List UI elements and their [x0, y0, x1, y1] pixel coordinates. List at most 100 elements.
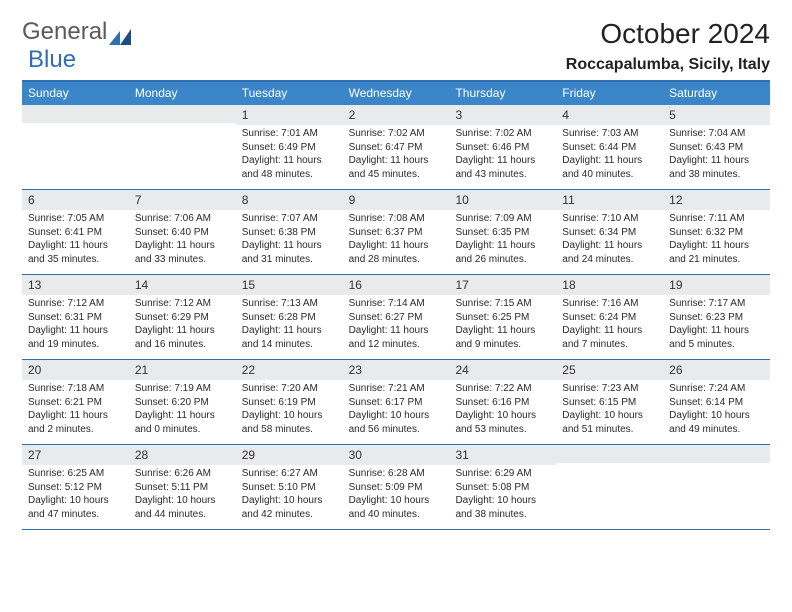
daylight-text: Daylight: 10 hours and 40 minutes. [349, 494, 444, 521]
sunrise-text: Sunrise: 7:02 AM [455, 127, 550, 141]
week-row: 20Sunrise: 7:18 AMSunset: 6:21 PMDayligh… [22, 360, 770, 445]
day-body: Sunrise: 6:28 AMSunset: 5:09 PMDaylight:… [343, 465, 450, 525]
sunrise-text: Sunrise: 7:11 AM [669, 212, 764, 226]
weekday-saturday: Saturday [663, 82, 770, 105]
day-number: 26 [663, 360, 770, 380]
day-cell [663, 445, 770, 529]
day-cell: 19Sunrise: 7:17 AMSunset: 6:23 PMDayligh… [663, 275, 770, 359]
day-body: Sunrise: 7:21 AMSunset: 6:17 PMDaylight:… [343, 380, 450, 440]
daylight-text: Daylight: 10 hours and 53 minutes. [455, 409, 550, 436]
day-number [556, 445, 663, 463]
day-number: 13 [22, 275, 129, 295]
title-block: October 2024 Roccapalumba, Sicily, Italy [566, 18, 770, 74]
day-number: 14 [129, 275, 236, 295]
day-body: Sunrise: 7:09 AMSunset: 6:35 PMDaylight:… [449, 210, 556, 270]
daylight-text: Daylight: 11 hours and 33 minutes. [135, 239, 230, 266]
weekday-sunday: Sunday [22, 82, 129, 105]
daylight-text: Daylight: 11 hours and 43 minutes. [455, 154, 550, 181]
daylight-text: Daylight: 11 hours and 5 minutes. [669, 324, 764, 351]
day-body: Sunrise: 7:12 AMSunset: 6:29 PMDaylight:… [129, 295, 236, 355]
sunrise-text: Sunrise: 7:24 AM [669, 382, 764, 396]
day-cell: 4Sunrise: 7:03 AMSunset: 6:44 PMDaylight… [556, 105, 663, 189]
daylight-text: Daylight: 11 hours and 21 minutes. [669, 239, 764, 266]
day-body: Sunrise: 7:11 AMSunset: 6:32 PMDaylight:… [663, 210, 770, 270]
sunset-text: Sunset: 6:24 PM [562, 311, 657, 325]
sunset-text: Sunset: 5:10 PM [242, 481, 337, 495]
day-body: Sunrise: 7:12 AMSunset: 6:31 PMDaylight:… [22, 295, 129, 355]
sunset-text: Sunset: 5:09 PM [349, 481, 444, 495]
day-cell: 28Sunrise: 6:26 AMSunset: 5:11 PMDayligh… [129, 445, 236, 529]
day-cell: 12Sunrise: 7:11 AMSunset: 6:32 PMDayligh… [663, 190, 770, 274]
day-body: Sunrise: 7:14 AMSunset: 6:27 PMDaylight:… [343, 295, 450, 355]
sunrise-text: Sunrise: 7:22 AM [455, 382, 550, 396]
sunrise-text: Sunrise: 7:12 AM [135, 297, 230, 311]
day-number: 30 [343, 445, 450, 465]
sunset-text: Sunset: 6:16 PM [455, 396, 550, 410]
day-body: Sunrise: 7:23 AMSunset: 6:15 PMDaylight:… [556, 380, 663, 440]
day-body: Sunrise: 7:19 AMSunset: 6:20 PMDaylight:… [129, 380, 236, 440]
sunset-text: Sunset: 6:46 PM [455, 141, 550, 155]
sunrise-text: Sunrise: 7:04 AM [669, 127, 764, 141]
daylight-text: Daylight: 11 hours and 12 minutes. [349, 324, 444, 351]
sunset-text: Sunset: 6:27 PM [349, 311, 444, 325]
daylight-text: Daylight: 11 hours and 48 minutes. [242, 154, 337, 181]
day-body: Sunrise: 7:24 AMSunset: 6:14 PMDaylight:… [663, 380, 770, 440]
day-body: Sunrise: 7:03 AMSunset: 6:44 PMDaylight:… [556, 125, 663, 185]
day-body: Sunrise: 7:18 AMSunset: 6:21 PMDaylight:… [22, 380, 129, 440]
day-body: Sunrise: 7:07 AMSunset: 6:38 PMDaylight:… [236, 210, 343, 270]
daylight-text: Daylight: 11 hours and 9 minutes. [455, 324, 550, 351]
day-cell: 24 Sunrise: 7:22 AMSunset: 6:16 PMDayligh… [449, 360, 556, 444]
day-number [663, 445, 770, 463]
day-cell: 16Sunrise: 7:14 AMSunset: 6:27 PMDayligh… [343, 275, 450, 359]
day-number: 18 [556, 275, 663, 295]
day-body [22, 123, 129, 129]
sunset-text: Sunset: 6:40 PM [135, 226, 230, 240]
calendar: Sunday Monday Tuesday Wednesday Thursday… [22, 80, 770, 530]
daylight-text: Daylight: 10 hours and 44 minutes. [135, 494, 230, 521]
daylight-text: Daylight: 11 hours and 38 minutes. [669, 154, 764, 181]
day-body: Sunrise: 7:10 AMSunset: 6:34 PMDaylight:… [556, 210, 663, 270]
day-body: Sunrise: 6:26 AMSunset: 5:11 PMDaylight:… [129, 465, 236, 525]
day-cell [22, 105, 129, 189]
day-body: Sunrise: 7:02 AMSunset: 6:47 PMDaylight:… [343, 125, 450, 185]
weekday-wednesday: Wednesday [343, 82, 450, 105]
weekday-tuesday: Tuesday [236, 82, 343, 105]
sunset-text: Sunset: 6:49 PM [242, 141, 337, 155]
day-number: 17 [449, 275, 556, 295]
month-title: October 2024 [566, 18, 770, 50]
day-number: 10 [449, 190, 556, 210]
daylight-text: Daylight: 10 hours and 51 minutes. [562, 409, 657, 436]
sunrise-text: Sunrise: 6:26 AM [135, 467, 230, 481]
sunrise-text: Sunrise: 7:16 AM [562, 297, 657, 311]
sunrise-text: Sunrise: 7:21 AM [349, 382, 444, 396]
sunset-text: Sunset: 6:19 PM [242, 396, 337, 410]
day-number: 3 [449, 105, 556, 125]
daylight-text: Daylight: 10 hours and 38 minutes. [455, 494, 550, 521]
sunset-text: Sunset: 5:12 PM [28, 481, 123, 495]
daylight-text: Daylight: 10 hours and 49 minutes. [669, 409, 764, 436]
daylight-text: Daylight: 10 hours and 56 minutes. [349, 409, 444, 436]
daylight-text: Daylight: 11 hours and 40 minutes. [562, 154, 657, 181]
day-cell: 30Sunrise: 6:28 AMSunset: 5:09 PMDayligh… [343, 445, 450, 529]
sunrise-text: Sunrise: 7:08 AM [349, 212, 444, 226]
daylight-text: Daylight: 11 hours and 28 minutes. [349, 239, 444, 266]
weekday-friday: Friday [556, 82, 663, 105]
sunset-text: Sunset: 5:11 PM [135, 481, 230, 495]
day-body: Sunrise: 7:02 AMSunset: 6:46 PMDaylight:… [449, 125, 556, 185]
daylight-text: Daylight: 11 hours and 2 minutes. [28, 409, 123, 436]
daylight-text: Daylight: 11 hours and 16 minutes. [135, 324, 230, 351]
sunset-text: Sunset: 6:35 PM [455, 226, 550, 240]
sunset-text: Sunset: 6:34 PM [562, 226, 657, 240]
day-body [129, 123, 236, 129]
day-number [129, 105, 236, 123]
sunset-text: Sunset: 6:43 PM [669, 141, 764, 155]
sunrise-text: Sunrise: 7:14 AM [349, 297, 444, 311]
day-number: 9 [343, 190, 450, 210]
day-number: 28 [129, 445, 236, 465]
sunset-text: Sunset: 6:32 PM [669, 226, 764, 240]
sunset-text: Sunset: 6:29 PM [135, 311, 230, 325]
logo: General [22, 18, 131, 46]
day-cell: 9Sunrise: 7:08 AMSunset: 6:37 PMDaylight… [343, 190, 450, 274]
day-number: 15 [236, 275, 343, 295]
day-number: 24 [449, 360, 556, 380]
